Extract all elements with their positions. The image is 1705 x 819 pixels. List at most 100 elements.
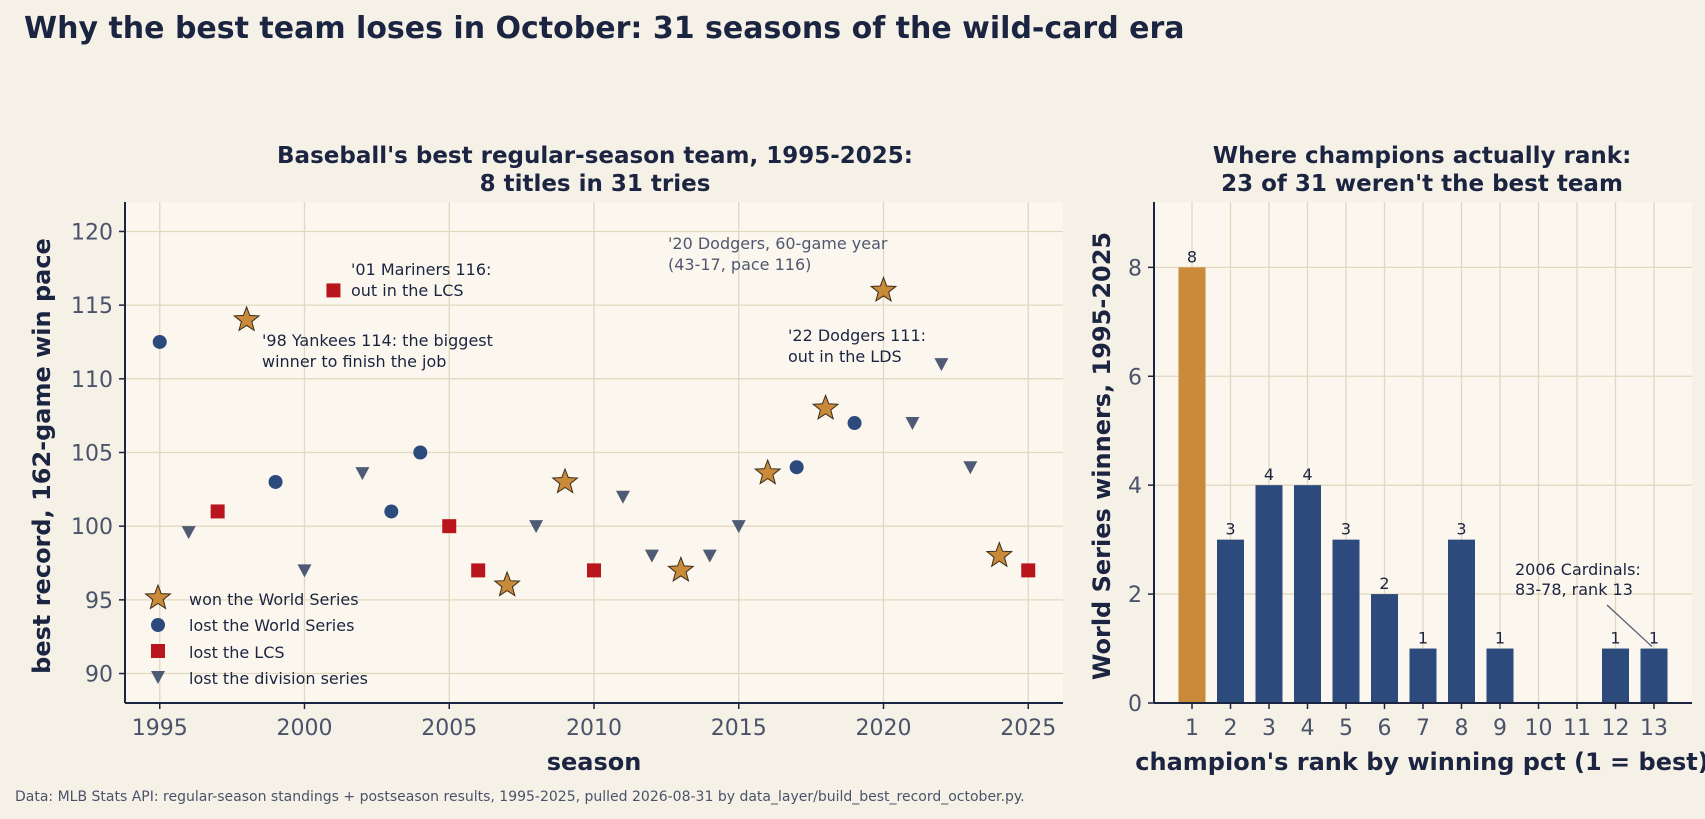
scatter-point-lost_lcs xyxy=(1021,563,1036,578)
scatter-title-line2: 8 titles in 31 tries xyxy=(480,171,711,197)
bar-x-tick-label: 7 xyxy=(1416,716,1430,741)
annotation-dodgers2022-line2: out in the LDS xyxy=(788,347,902,366)
bar-value-label: 4 xyxy=(1302,465,1312,484)
bar-rank-13 xyxy=(1640,648,1668,703)
scatter-point-lost_ws xyxy=(152,334,167,349)
scatter-point-lost_ds xyxy=(702,549,717,563)
scatter-axes: 1995 2000 2005 2010 2015 2020 2025 90 95 100 105 11… xyxy=(71,202,1063,741)
bar-x-tick-label: 5 xyxy=(1339,716,1353,741)
bar-x-tick-label: 8 xyxy=(1455,716,1469,741)
scatter-point-lost_ds xyxy=(297,564,312,578)
scatter-panel: Baseball's best regular-season team, 199… xyxy=(28,143,1063,776)
scatter-x-tick-label: 2010 xyxy=(566,716,622,741)
bar-x-tick-label: 2 xyxy=(1224,716,1238,741)
scatter-point-lost_ds xyxy=(905,417,920,431)
bar-y-tick-label: 2 xyxy=(1128,583,1142,608)
bar-x-tick-label: 10 xyxy=(1525,716,1553,741)
scatter-point-won xyxy=(493,570,521,597)
bar-rank-6 xyxy=(1371,594,1398,703)
scatter-point-won xyxy=(811,393,840,420)
bar-value-label: 8 xyxy=(1187,247,1197,266)
bar-x-tick-label: 4 xyxy=(1301,716,1315,741)
scatter-point-lost_ds xyxy=(181,526,196,540)
scatter-title-line1: Baseball's best regular-season team, 199… xyxy=(277,143,913,169)
scatter-point-lost_ds xyxy=(963,461,978,475)
bar-rank-2 xyxy=(1217,539,1244,703)
scatter-y-tick-label: 100 xyxy=(71,515,113,540)
annotation-cardinals-pointer xyxy=(1606,604,1653,647)
scatter-x-tick-label: 2005 xyxy=(421,716,477,741)
figure-title: Why the best team loses in October: 31 s… xyxy=(24,11,1185,46)
bar-value-label: 3 xyxy=(1456,520,1466,539)
scatter-point-lost_ds xyxy=(529,520,544,534)
annotation-yankees-line1: '98 Yankees 114: the biggest xyxy=(262,331,493,350)
bar-y-tick-label: 4 xyxy=(1128,474,1142,499)
scatter-x-tick-label: 2000 xyxy=(276,716,332,741)
bar-rank-8 xyxy=(1448,539,1475,703)
scatter-point-lost_ds xyxy=(615,490,630,504)
legend-marker-lost_ds xyxy=(151,671,165,684)
scatter-point-won xyxy=(753,458,782,485)
bar-value-label: 1 xyxy=(1649,629,1659,648)
bar-x-tick-label: 1 xyxy=(1185,716,1199,741)
legend-label-lost-ds: lost the division series xyxy=(189,669,368,688)
scatter-y-axis-label: best record, 162-game win pace xyxy=(28,238,56,674)
scatter-point-lost_lcs xyxy=(471,563,486,578)
bar-value-label: 2 xyxy=(1379,574,1389,593)
legend-marker-won xyxy=(144,583,172,610)
bar-x-tick-label: 9 xyxy=(1493,716,1507,741)
bar-y-tick-label: 0 xyxy=(1128,692,1142,717)
scatter-point-lost_lcs xyxy=(442,519,457,534)
legend-entry-lost-ws: lost the World Series xyxy=(151,616,354,635)
scatter-point-lost_ws xyxy=(384,504,399,519)
scatter-point-won xyxy=(985,541,1014,568)
scatter-point-lost_lcs xyxy=(326,283,341,298)
annotation-cardinals-line1: 2006 Cardinals: xyxy=(1515,560,1641,579)
scatter-point-lost_ws xyxy=(413,445,428,460)
scatter-x-tick-label: 2020 xyxy=(856,716,912,741)
annotation-dodgers2020-line2: (43-17, pace 116) xyxy=(668,255,811,274)
bar-rank-12 xyxy=(1602,648,1629,703)
bar-marks: 8 3 4 4 3 2 1 3 1 1 1 xyxy=(1178,247,1668,703)
bar-value-label: 1 xyxy=(1610,629,1620,648)
annotation-dodgers2022-line1: '22 Dodgers 111: xyxy=(788,326,926,345)
scatter-y-tick-label: 95 xyxy=(85,589,113,614)
bar-x-tick-label: 12 xyxy=(1602,716,1630,741)
bar-x-tick-label: 11 xyxy=(1563,716,1591,741)
legend-marker-lost_ws xyxy=(151,618,165,632)
annotation-mariners-line1: '01 Mariners 116: xyxy=(351,260,491,279)
bar-value-label: 1 xyxy=(1418,629,1428,648)
bar-rank-5 xyxy=(1332,539,1360,703)
scatter-point-won xyxy=(232,305,261,332)
bar-x-tick-label: 3 xyxy=(1262,716,1276,741)
scatter-point-lost_lcs xyxy=(210,504,225,519)
legend-entry-won: won the World Series xyxy=(144,583,359,610)
scatter-gridlines xyxy=(125,202,1063,703)
bar-title-line1: Where champions actually rank: xyxy=(1213,143,1632,169)
legend-marker-lost_lcs xyxy=(151,644,165,658)
scatter-y-tick-label: 110 xyxy=(71,368,113,393)
scatter-x-tick-label: 2025 xyxy=(1000,716,1056,741)
scatter-point-won xyxy=(869,275,898,303)
bar-value-label: 1 xyxy=(1495,629,1505,648)
bar-rank-1 xyxy=(1178,267,1206,703)
scatter-point-won xyxy=(667,555,695,583)
scatter-point-lost_ds xyxy=(731,520,746,534)
bar-rank-7 xyxy=(1409,648,1437,703)
bar-x-tick-label: 6 xyxy=(1378,716,1392,741)
bar-rank-9 xyxy=(1486,648,1514,703)
scatter-point-lost_ws xyxy=(847,416,862,431)
legend-entry-lost-ds: lost the division series xyxy=(151,669,368,688)
bar-x-tick-label: 13 xyxy=(1640,716,1668,741)
scatter-y-tick-label: 105 xyxy=(71,442,113,467)
scatter-x-tick-label: 2015 xyxy=(711,716,767,741)
legend-label-lost-lcs: lost the LCS xyxy=(189,643,285,662)
scatter-point-lost_ws xyxy=(789,460,804,475)
scatter-y-tick-label: 115 xyxy=(71,294,113,319)
bar-y-axis-label: World Series winners, 1995-2025 xyxy=(1088,232,1116,680)
bar-y-tick-label: 8 xyxy=(1128,256,1142,281)
legend-label-won: won the World Series xyxy=(189,590,359,609)
scatter-point-won xyxy=(551,467,579,494)
